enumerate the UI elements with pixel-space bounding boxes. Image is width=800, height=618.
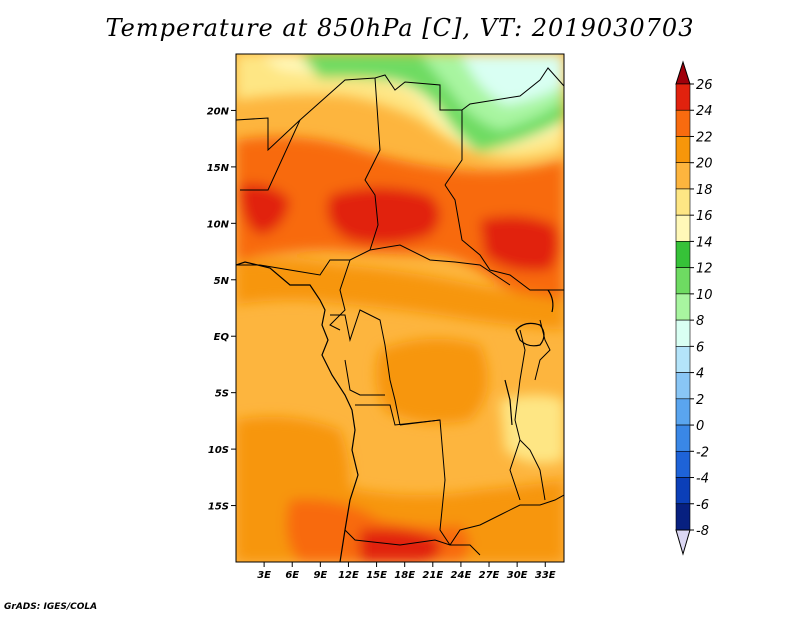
colorbar-label: 26 (696, 78, 713, 93)
colorbar-swatch (675, 162, 691, 190)
lon-tick-label: 21E (422, 570, 443, 581)
lat-tick-label: 5N (214, 276, 230, 287)
lat-tick-label: EQ (214, 332, 230, 343)
longitude-axis: 3E 6E 9E 12E 15E 18E 21E 24E 27E 30E 33E (257, 562, 556, 581)
lon-tick-label: 27E (479, 570, 500, 581)
lon-tick-label: 33E (535, 570, 556, 581)
colorbar-swatch (675, 267, 691, 295)
map-frame (235, 53, 565, 563)
colorbar-swatch (675, 83, 691, 111)
lat-tick-label: 20N (207, 106, 230, 117)
colorbar-bottom-triangle (675, 529, 691, 556)
colorbar-label: 10 (696, 288, 713, 303)
colorbar-swatch (675, 136, 691, 164)
colorbar-swatch (675, 241, 691, 268)
lat-tick-label: 10S (208, 445, 229, 456)
country-borders (236, 67, 564, 556)
lon-tick-label: 18E (394, 570, 415, 581)
colorbar-top-triangle (675, 60, 691, 85)
colorbar-label: -4 (696, 472, 709, 487)
colorbar-swatch (675, 109, 691, 137)
colorbar-swatch (675, 188, 691, 216)
colorbar-label: -6 (696, 498, 709, 513)
colorbar-swatch (675, 503, 691, 531)
colorbar-swatch (675, 346, 691, 373)
colorbar-label: -2 (696, 445, 709, 460)
colorbar-swatch (675, 293, 691, 321)
colorbar-label: 20 (696, 157, 713, 172)
colorbar-label: 2 (696, 393, 704, 408)
colorbar-swatch (675, 450, 691, 478)
coastline (236, 261, 554, 562)
colorbar-swatch (675, 477, 691, 505)
colorbar-swatch (675, 424, 691, 452)
lat-tick-label: 15N (207, 163, 230, 174)
colorbar-label: 6 (696, 340, 704, 355)
colorbar-label: -8 (696, 524, 709, 539)
grads-credit: GrADS: IGES/COLA (4, 602, 98, 612)
lat-tick-label: 10N (207, 219, 230, 230)
lon-tick-label: 12E (338, 570, 359, 581)
lon-tick-label: 3E (257, 570, 271, 581)
colorbar-label: 16 (696, 209, 713, 224)
lon-tick-label: 15E (366, 570, 387, 581)
latitude-axis: 20N 15N 10N 5N EQ 5S 10S 15S (207, 106, 236, 513)
lat-tick-label: 5S (215, 389, 229, 400)
colorbar-swatch (675, 372, 691, 400)
colorbar-label: 0 (696, 419, 704, 434)
colorbar-swatch (675, 214, 691, 242)
lon-tick-label: 6E (285, 570, 299, 581)
colorbar-label: 18 (696, 183, 713, 198)
colorbar-label: 24 (696, 104, 713, 119)
map-title: Temperature at 850hPa [C], VT: 201903070… (105, 14, 695, 42)
lat-tick-label: 15S (208, 502, 229, 513)
colorbar-label: 12 (696, 262, 713, 277)
colorbar-swatch (675, 319, 691, 347)
colorbar-label: 4 (696, 367, 704, 382)
colorbar-label: 14 (696, 235, 713, 250)
colorbar-label: 22 (696, 130, 713, 145)
lon-tick-label: 9E (313, 570, 327, 581)
colorbar-label: 8 (696, 314, 704, 329)
colorbar-swatch (675, 398, 691, 426)
lon-tick-label: 24E (451, 570, 472, 581)
lon-tick-label: 30E (507, 570, 528, 581)
